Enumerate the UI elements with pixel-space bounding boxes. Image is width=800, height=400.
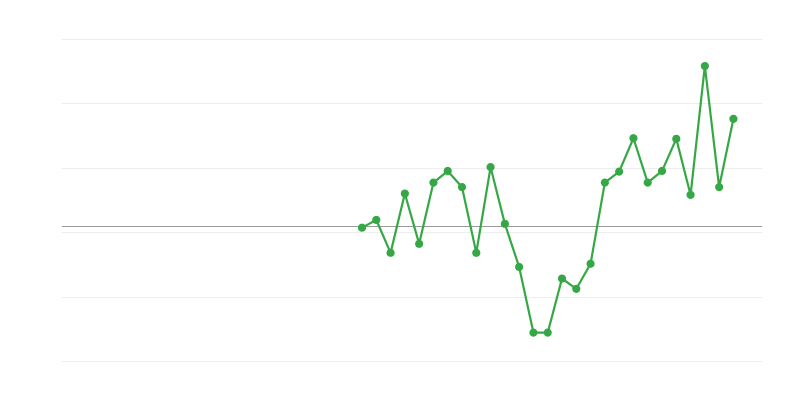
data-point[interactable] [657,166,667,176]
data-point[interactable] [357,223,367,232]
data-point[interactable] [543,328,552,337]
data-point[interactable] [415,239,424,248]
data-point[interactable] [557,274,567,283]
data-point[interactable] [672,134,681,143]
data-point[interactable] [700,61,709,71]
data-point[interactable] [643,178,652,187]
data-point[interactable] [500,219,509,228]
data-point[interactable] [629,134,638,143]
data-point[interactable] [586,259,595,268]
data-point[interactable] [372,215,381,225]
data-point[interactable] [715,183,724,192]
data-point[interactable] [400,189,409,198]
data-point[interactable] [686,190,695,199]
data-point[interactable] [529,328,538,337]
data-point[interactable] [443,166,452,176]
data-point[interactable] [486,163,495,172]
data-point[interactable] [515,262,524,272]
data-point[interactable] [429,178,438,187]
series-group [360,64,735,334]
series-line-0 [360,64,735,334]
data-point[interactable] [572,284,581,293]
data-point[interactable] [729,114,738,123]
gridlines [62,39,762,362]
data-point-markers [357,61,738,337]
data-point[interactable] [472,248,481,257]
data-point[interactable] [457,183,467,192]
data-point[interactable] [386,248,395,257]
data-point[interactable] [615,167,624,176]
data-point[interactable] [600,178,609,187]
